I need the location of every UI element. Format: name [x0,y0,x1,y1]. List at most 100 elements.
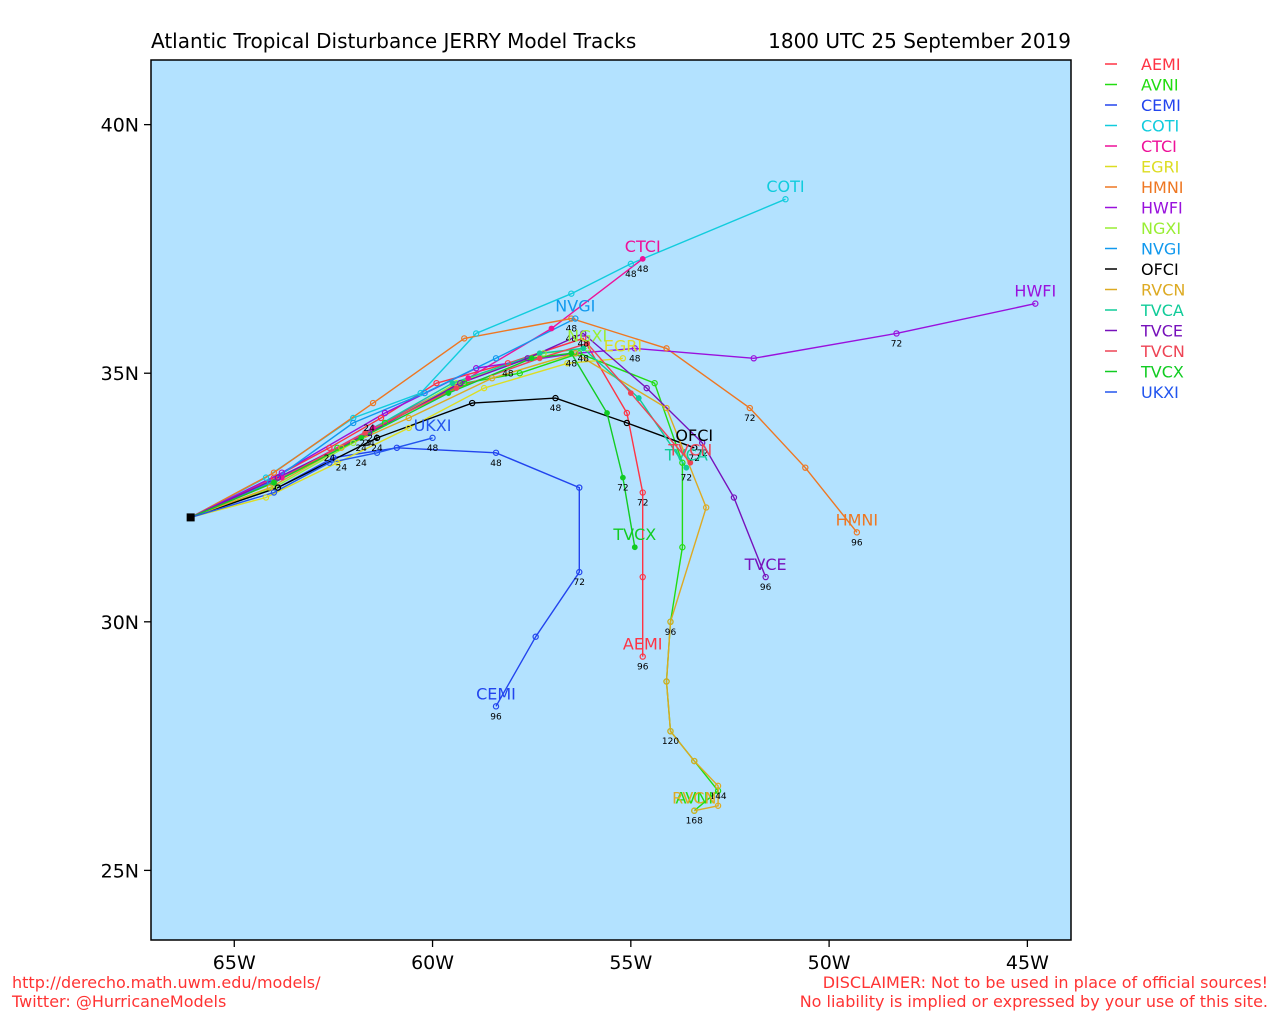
track-point-hmni [270,469,278,476]
y-tick-label: 30N [101,612,139,634]
track-point-egri [262,494,270,501]
track-point-tvca [536,350,543,357]
x-tick-label: 60W [411,952,454,974]
track-point-tvce [762,573,769,581]
track-point-tvce [580,330,587,337]
track-point-hmni [853,529,861,536]
track-point-tvcx [528,355,535,362]
legend-item-nvgi: NVGI [1141,240,1181,259]
track-point-tvcx [568,350,575,357]
track-point-ukxi [429,434,436,442]
track-point-ofci [691,444,698,451]
model-label-coti: COTI [766,177,804,196]
track-point-tvce [730,494,738,501]
hour-label-cemi: 72 [574,578,585,588]
hour-label-tvca: 48 [578,354,590,364]
hour-label-nvgi: 48 [566,334,578,344]
track-point-avni [576,350,583,357]
track-point-hmni [663,345,670,352]
disclaimer-line-2: No liability is implied or expressed by … [799,992,1268,1011]
track-markers [262,196,1039,814]
x-tick-label: 50W [808,952,851,974]
track-point-avni [461,379,468,387]
track-point-hwfi [893,330,900,337]
track-point-tvcn [627,390,634,397]
track-point-coti [627,260,635,268]
legend-item-ukxi: UKXI [1141,383,1179,402]
track-point-avni [679,459,686,466]
twitter-handle[interactable]: Twitter: @HurricaneModels [12,992,227,1011]
track-line-ukxi [190,437,433,519]
track-point-ngxi [350,439,357,447]
track-point-ofci [552,394,559,402]
track-point-rvcn [663,678,670,685]
track-point-ctci [548,325,555,332]
track-point-ukxi [373,449,381,456]
hour-label-tvca: 24 [359,439,371,449]
y-tick-label: 25N [101,860,139,882]
model-label-ctci: CTCI [625,237,661,256]
track-point-ofci [469,399,476,407]
model-label-rvcn: RVCN [672,789,716,808]
track-point-aemi [639,573,646,581]
track-point-hwfi [472,365,480,372]
track-point-rvcn [488,374,496,382]
track-point-hmni [369,399,377,407]
track-point-avni [651,379,658,387]
model-label-cemi: CEMI [476,684,516,703]
track-point-cemi [576,484,583,491]
hour-label-tvcx: 24 [355,444,367,454]
y-tick-label: 40N [101,115,139,137]
hour-label-ukxi: 24 [355,459,367,469]
hour-label-ofci: 48 [550,404,562,414]
model-label-tvcn: TVCN [667,441,712,460]
track-point-tvcn [453,385,460,392]
hour-label-aemi: 72 [637,499,648,509]
source-url-link[interactable]: http://derecho.math.uwm.edu/models/ [12,973,321,992]
x-axis: 65W 60W 55W 50W 45W [213,940,1049,974]
legend-item-egri: EGRI [1141,158,1179,177]
track-point-ctci [465,375,472,382]
track-point-tvce [643,384,650,392]
hour-label-tvce: 96 [760,583,772,593]
hour-label-aemi: 24 [324,454,336,464]
hour-label-tvce: 48 [578,339,590,349]
footer-credits: http://derecho.math.uwm.edu/models/ Twit… [12,973,320,1011]
storm-origin-marker [186,513,195,522]
model-label-egri: EGRI [604,336,642,355]
track-line-egri [190,357,623,519]
y-tick-label: 35N [101,363,139,385]
track-point-rvcn [691,757,698,765]
hour-label-hmni: 48 [566,325,578,335]
track-point-hwfi [750,355,757,362]
track-point-hmni [568,315,575,322]
hour-label-coti: 48 [625,270,637,280]
legend-item-ctci: CTCI [1141,137,1177,156]
model-label-nvgi: NVGI [555,297,595,316]
track-point-tvcx [619,474,626,481]
hour-label-hwfi: 48 [629,354,641,364]
legend-item-tvcn: TVCN [1140,342,1185,361]
legend-item-tvcx: TVCX [1140,363,1184,382]
track-point-rvcn [405,414,412,422]
track-point-tvca [449,380,456,387]
track-point-hwfi [1032,300,1039,307]
track-point-nvgi [572,315,579,322]
track-point-avni [679,544,686,551]
x-tick-label: 45W [1006,952,1049,974]
track-point-cemi [576,568,583,576]
track-point-cemi [532,633,539,640]
track-point-tvcn [584,340,591,347]
forecast-hour-labels: 24 48 72 96 24 48 72 96 48 24 48 24 48 72 96 48 72 48 24 48… [324,265,903,827]
track-point-egri [334,459,341,466]
track-point-cemi [393,444,401,451]
hour-label-cemi: 96 [490,712,502,722]
track-point-rvcn [714,802,722,809]
legend-item-rvcn: RVCN [1141,281,1185,300]
track-point-tvcx [604,410,610,416]
track-point-aemi [433,379,440,387]
track-point-tvcx [445,390,452,397]
model-label-tvcx: TVCX [612,525,656,544]
plot-area [151,60,1071,940]
